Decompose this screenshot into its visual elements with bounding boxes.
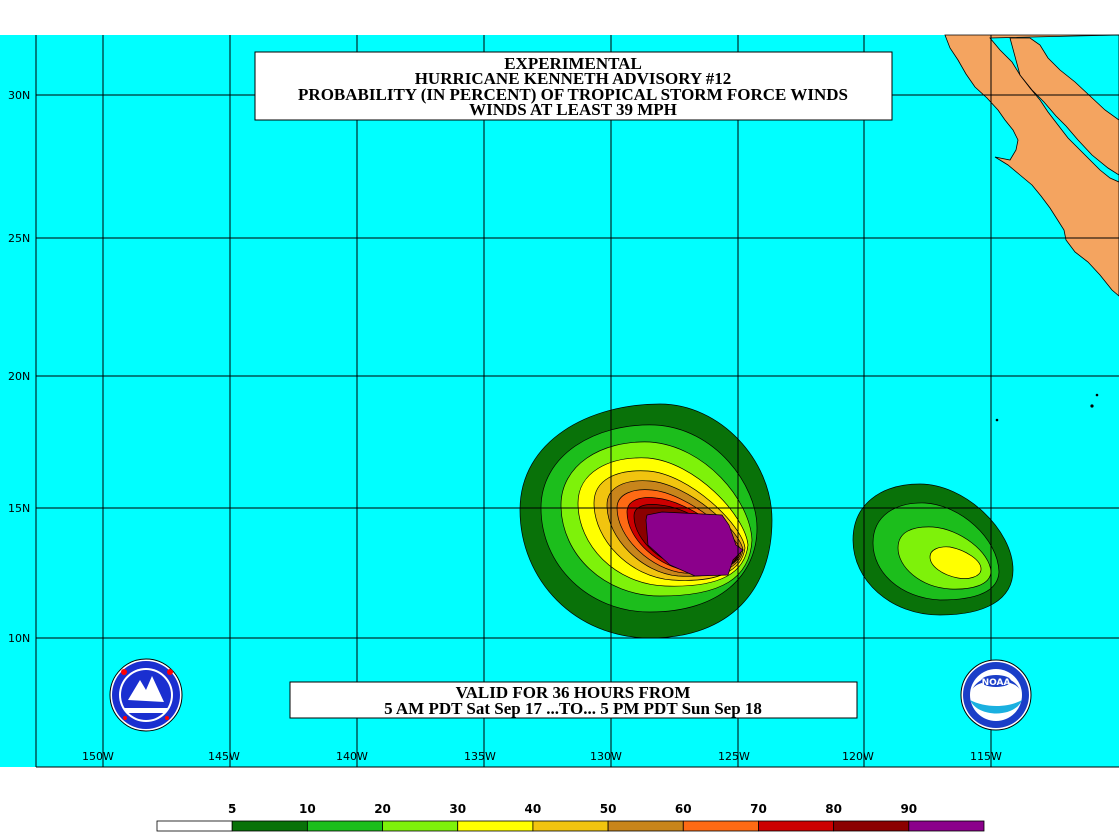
lon-label-130: 130W — [590, 750, 622, 763]
legend-label: 60 — [675, 802, 692, 816]
legend-swatch — [758, 820, 835, 832]
lon-label-115: 115W — [970, 750, 1002, 763]
title-box: EXPERIMENTAL HURRICANE KENNETH ADVISORY … — [254, 51, 893, 121]
contour2-30 — [929, 546, 982, 579]
legend-swatch — [231, 820, 308, 832]
lat-label-10: 10N — [8, 632, 30, 645]
noaa-logo-icon: NOAA — [960, 659, 1032, 731]
title-line-1: EXPERIMENTAL — [504, 54, 642, 73]
title-line-4: WINDS AT LEAST 39 MPH — [469, 100, 677, 119]
lon-label-145: 145W — [208, 750, 240, 763]
lon-label-135: 135W — [464, 750, 496, 763]
lat-label-25: 25N — [8, 232, 30, 245]
lon-label-120: 120W — [842, 750, 874, 763]
legend-swatch — [607, 820, 684, 832]
legend-swatch — [156, 820, 233, 832]
legend-label: 90 — [900, 802, 917, 816]
lat-label-20: 20N — [8, 370, 30, 383]
kenneth-probability-contours — [519, 403, 773, 639]
title-line-3: PROBABILITY (IN PERCENT) OF TROPICAL STO… — [298, 85, 848, 104]
latitude-labels: 30N 25N 20N 15N 10N — [8, 89, 30, 645]
lon-label-140: 140W — [336, 750, 368, 763]
legend-swatch — [306, 820, 383, 832]
ocean-background — [0, 35, 1119, 767]
longitude-labels: 150W 145W 140W 135W 130W 125W 120W 115W — [82, 750, 1002, 763]
lat-lon-grid — [35, 35, 1119, 768]
title-line-2: HURRICANE KENNETH ADVISORY #12 — [415, 69, 732, 88]
legend-swatch — [382, 820, 459, 832]
lon-label-150: 150W — [82, 750, 114, 763]
contour-90 — [645, 511, 744, 577]
second-system-contours — [852, 483, 1014, 616]
svg-text:NOAA: NOAA — [982, 678, 1011, 688]
land-mexico — [944, 34, 1119, 297]
lon-label-125: 125W — [718, 750, 750, 763]
legend-swatch — [908, 820, 985, 832]
legend-label: 10 — [299, 802, 316, 816]
legend-label: 20 — [374, 802, 391, 816]
legend-label: 5 — [228, 802, 236, 816]
legend-label: 70 — [750, 802, 767, 816]
legend-swatch — [833, 820, 910, 832]
legend-label: 50 — [600, 802, 617, 816]
legend-swatch — [532, 820, 609, 832]
legend: 5 10 20 30 40 50 60 70 80 90 — [156, 802, 985, 832]
legend-label: 80 — [825, 802, 842, 816]
legend-swatch — [682, 820, 759, 832]
islands — [995, 393, 1099, 422]
validity-line-1: VALID FOR 36 HOURS FROM — [456, 683, 691, 702]
legend-label: 40 — [525, 802, 542, 816]
legend-swatch — [457, 820, 534, 832]
legend-label: 30 — [449, 802, 466, 816]
nws-logo-icon — [109, 658, 183, 732]
validity-line-2: 5 AM PDT Sat Sep 17 ...TO... 5 PM PDT Su… — [384, 699, 762, 718]
validity-box: VALID FOR 36 HOURS FROM 5 AM PDT Sat Sep… — [289, 681, 858, 719]
lat-label-30: 30N — [8, 89, 30, 102]
lat-label-15: 15N — [8, 502, 30, 515]
